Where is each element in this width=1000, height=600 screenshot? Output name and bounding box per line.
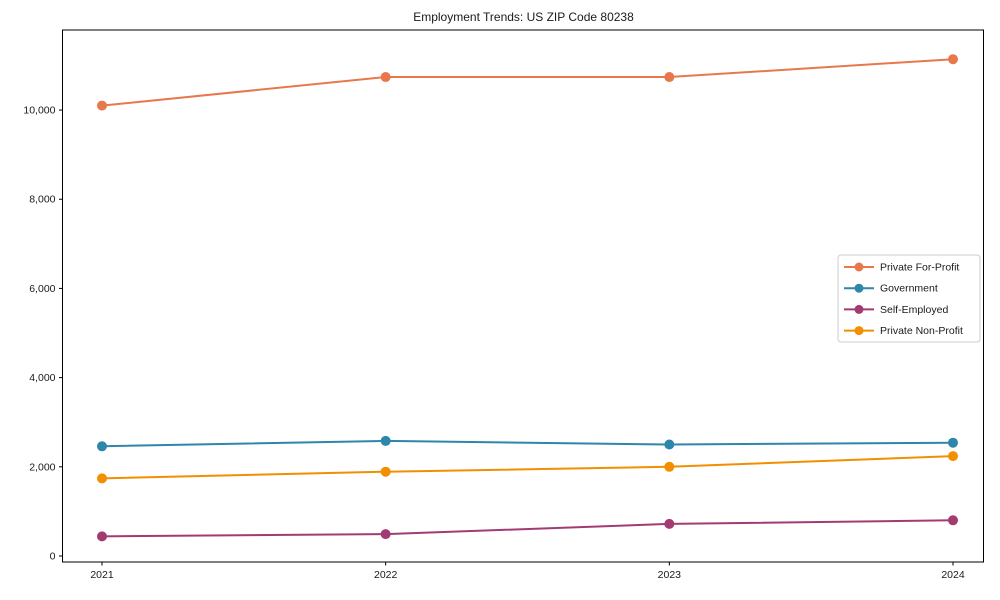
chart-title: Employment Trends: US ZIP Code 80238 [413,10,634,24]
data-point-self-employed [948,515,958,526]
data-point-self-employed [380,529,391,540]
y-tick-label: 10,000 [23,105,55,117]
data-point-government [380,435,391,446]
data-point-private-for-profit [948,54,958,65]
plot-border [62,29,984,563]
legend-marker-private-for-profit [854,262,864,272]
y-tick-label: 4,000 [29,372,55,384]
y-tick-label: 0 [50,550,56,562]
data-point-private-non-profit [948,451,958,462]
legend-box [837,254,981,343]
data-point-private-for-profit [664,72,675,83]
y-tick-label: 6,000 [29,283,55,295]
series-line-private-for-profit [101,58,954,107]
legend-label-self-employed: Self-Employed [880,304,948,316]
legend-marker-self-employed [854,304,864,314]
data-point-government [664,439,675,450]
series-line-self-employed [101,519,954,538]
data-point-private-for-profit [97,100,107,111]
data-point-government [97,441,107,452]
legend-label-private-non-profit: Private Non-Profit [880,325,963,337]
series-line-private-non-profit [101,455,954,480]
data-point-government [948,437,958,448]
data-point-private-for-profit [380,72,391,83]
data-point-private-non-profit [380,466,391,477]
legend-marker-government [854,283,864,293]
series-line-government [101,439,954,448]
legend-marker-private-non-profit [854,326,864,336]
data-point-self-employed [664,518,675,529]
x-tick-label: 2023 [658,569,682,581]
legend-label-government: Government [880,283,938,295]
x-tick-label: 2021 [90,569,114,581]
x-tick-label: 2024 [941,569,965,581]
data-point-private-non-profit [97,473,107,484]
y-tick-label: 8,000 [29,194,55,206]
y-tick-label: 2,000 [29,461,55,473]
x-tick-label: 2022 [374,569,398,581]
data-point-self-employed [97,531,107,542]
legend-label-private-for-profit: Private For-Profit [880,262,959,274]
data-point-private-non-profit [664,461,675,472]
